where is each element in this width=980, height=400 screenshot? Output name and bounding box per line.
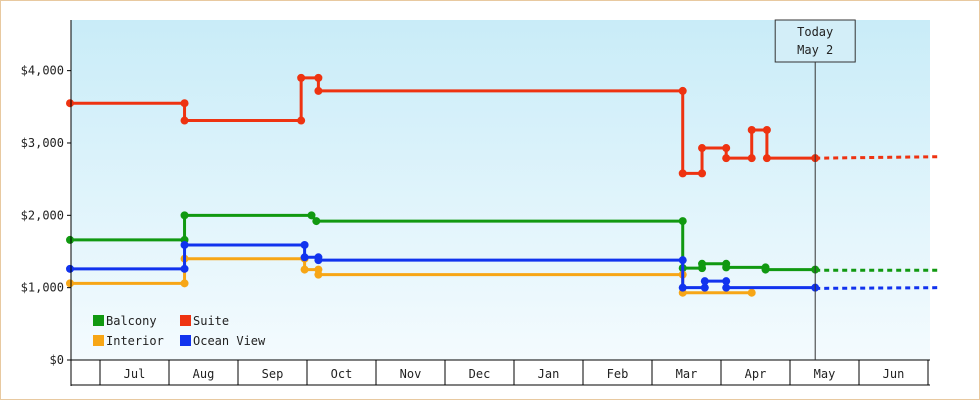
x-tick-label: Nov xyxy=(400,367,422,381)
data-point xyxy=(180,264,189,273)
data-point xyxy=(300,265,309,274)
data-point xyxy=(722,277,731,286)
data-point xyxy=(300,240,309,249)
data-point xyxy=(698,169,707,178)
y-tick-label: $3,000 xyxy=(21,136,64,150)
y-tick-label: $4,000 xyxy=(21,64,64,78)
data-point xyxy=(180,279,189,288)
legend-swatch xyxy=(180,335,191,346)
data-point xyxy=(297,116,306,125)
data-point xyxy=(761,265,770,274)
legend-label: Ocean View xyxy=(193,334,266,348)
legend-swatch xyxy=(93,335,104,346)
data-point xyxy=(297,73,306,82)
data-point xyxy=(698,144,707,153)
data-point xyxy=(700,277,709,286)
data-point xyxy=(66,264,74,273)
today-label: Today xyxy=(797,25,833,39)
plot-area xyxy=(71,20,930,360)
today-date: May 2 xyxy=(797,43,833,57)
x-tick-label: May xyxy=(814,367,836,381)
data-point xyxy=(698,259,707,268)
x-tick-label: Oct xyxy=(331,367,353,381)
data-point xyxy=(678,86,687,95)
series-forecast-line xyxy=(815,286,939,290)
x-tick-label: Aug xyxy=(193,367,215,381)
data-point xyxy=(722,154,731,163)
x-tick-label: Mar xyxy=(676,367,698,381)
legend-label: Balcony xyxy=(106,314,157,328)
x-tick-label: Feb xyxy=(607,367,629,381)
y-tick-label: $2,000 xyxy=(21,208,64,222)
data-point xyxy=(762,125,771,134)
data-point xyxy=(314,270,323,279)
data-point xyxy=(722,283,731,292)
x-tick-label: Jul xyxy=(124,367,146,381)
data-point xyxy=(762,154,771,163)
data-point xyxy=(722,263,731,272)
data-point xyxy=(180,211,189,220)
data-point xyxy=(66,279,74,288)
legend-swatch xyxy=(180,315,191,326)
series-line xyxy=(70,213,816,272)
data-point xyxy=(300,253,309,262)
data-point xyxy=(700,283,709,292)
data-point xyxy=(678,217,687,226)
data-point xyxy=(314,73,323,82)
legend-label: Suite xyxy=(193,314,229,328)
data-point xyxy=(180,116,189,125)
data-point xyxy=(747,288,756,297)
data-point xyxy=(307,211,316,220)
today-box xyxy=(774,19,856,63)
x-tick-label: Apr xyxy=(745,367,767,381)
data-point xyxy=(678,169,687,178)
x-tick-label: Jun xyxy=(883,367,905,381)
series-forecast-line xyxy=(815,155,939,160)
data-point xyxy=(180,240,189,249)
data-point xyxy=(678,256,687,265)
data-point xyxy=(314,256,323,265)
data-point xyxy=(722,144,731,153)
legend-label: Interior xyxy=(106,334,164,348)
x-tick-label: Jan xyxy=(538,367,560,381)
data-point xyxy=(747,154,756,163)
data-point xyxy=(747,125,756,134)
data-point xyxy=(312,217,321,226)
y-tick-label: $0 xyxy=(50,353,64,367)
data-point xyxy=(314,86,323,95)
x-tick-label: Sep xyxy=(262,367,284,381)
data-point xyxy=(66,235,74,244)
y-tick-label: $1,000 xyxy=(21,281,64,295)
x-tick-label: Dec xyxy=(469,367,491,381)
data-point xyxy=(66,99,74,108)
data-point xyxy=(180,99,189,108)
legend-swatch xyxy=(93,315,104,326)
data-point xyxy=(678,283,687,292)
